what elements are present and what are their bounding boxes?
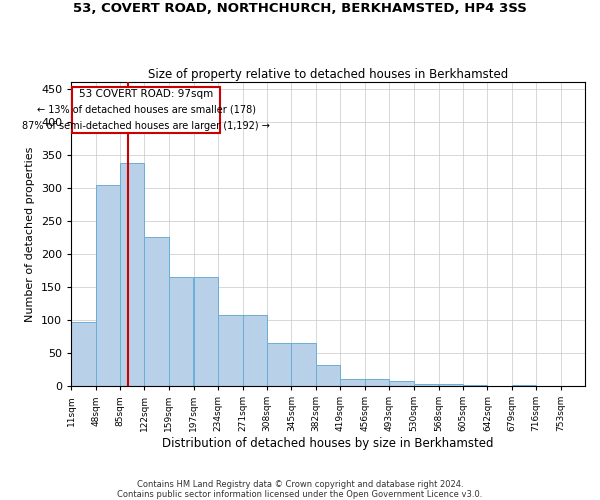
Title: Size of property relative to detached houses in Berkhamsted: Size of property relative to detached ho… bbox=[148, 68, 508, 81]
Bar bbox=[145, 238, 169, 386]
Bar bbox=[292, 343, 316, 386]
Bar bbox=[316, 365, 340, 386]
Bar bbox=[218, 314, 242, 386]
Bar bbox=[340, 380, 365, 386]
Bar bbox=[95, 184, 120, 386]
Bar bbox=[194, 277, 218, 386]
Text: 53 COVERT ROAD: 97sqm: 53 COVERT ROAD: 97sqm bbox=[79, 89, 213, 99]
Text: 87% of semi-detached houses are larger (1,192) →: 87% of semi-detached houses are larger (… bbox=[22, 121, 270, 131]
Bar bbox=[169, 277, 193, 386]
Bar bbox=[413, 384, 438, 386]
Text: 53, COVERT ROAD, NORTHCHURCH, BERKHAMSTED, HP4 3SS: 53, COVERT ROAD, NORTHCHURCH, BERKHAMSTE… bbox=[73, 2, 527, 16]
Bar bbox=[242, 314, 267, 386]
Bar bbox=[71, 322, 95, 386]
Text: Contains HM Land Registry data © Crown copyright and database right 2024.
Contai: Contains HM Land Registry data © Crown c… bbox=[118, 480, 482, 499]
Bar bbox=[439, 384, 463, 386]
Text: ← 13% of detached houses are smaller (178): ← 13% of detached houses are smaller (17… bbox=[37, 105, 256, 115]
Y-axis label: Number of detached properties: Number of detached properties bbox=[25, 146, 35, 322]
Bar bbox=[389, 382, 413, 386]
Bar bbox=[512, 384, 536, 386]
Bar bbox=[463, 384, 487, 386]
Bar bbox=[267, 343, 292, 386]
FancyBboxPatch shape bbox=[72, 87, 220, 133]
Bar bbox=[120, 163, 145, 386]
Bar bbox=[365, 380, 389, 386]
X-axis label: Distribution of detached houses by size in Berkhamsted: Distribution of detached houses by size … bbox=[163, 437, 494, 450]
